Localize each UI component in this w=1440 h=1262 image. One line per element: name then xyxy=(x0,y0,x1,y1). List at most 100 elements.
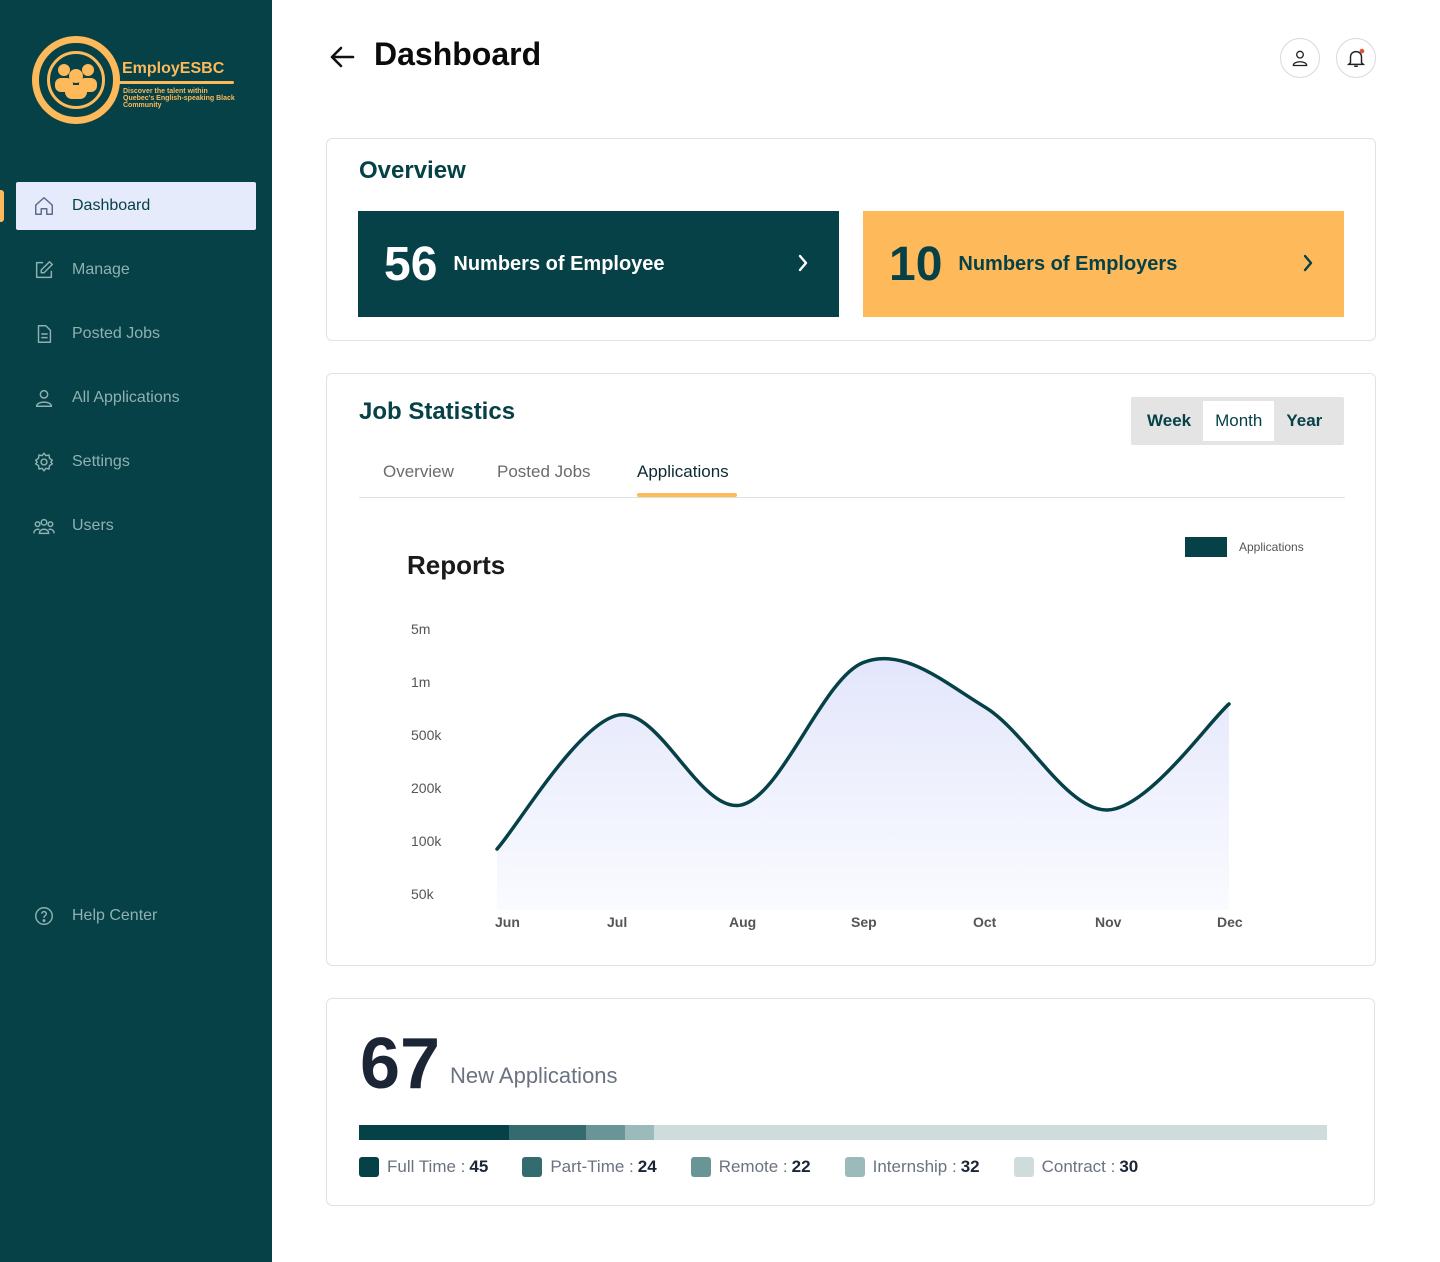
notifications-button[interactable] xyxy=(1336,38,1376,78)
sidebar-item-label: Dashboard xyxy=(72,197,151,214)
edit-icon xyxy=(32,258,56,282)
users-icon xyxy=(32,514,56,538)
brand-tagline: Discover the talent within Quebec's Engl… xyxy=(123,88,235,109)
arrow-left-icon xyxy=(330,46,355,68)
bell-icon xyxy=(1346,48,1366,67)
x-tick-label: Dec xyxy=(1217,914,1243,930)
breakdown-value: 22 xyxy=(791,1157,811,1176)
sidebar: EmployESBC Discover the talent within Qu… xyxy=(0,0,272,1262)
breakdown-label: Full Time : xyxy=(387,1157,466,1176)
period-year[interactable]: Year xyxy=(1286,411,1323,430)
employees-count: 56 xyxy=(384,237,438,291)
applications-area xyxy=(497,658,1229,910)
help-icon xyxy=(32,904,56,928)
sidebar-item-posted-jobs[interactable]: Posted Jobs xyxy=(16,310,256,358)
chevron-right-icon xyxy=(798,254,808,272)
breakdown-label: Remote : xyxy=(718,1157,788,1176)
x-tick-label: Oct xyxy=(973,914,997,930)
user-icon xyxy=(1292,50,1308,67)
home-icon xyxy=(32,194,56,218)
x-tick-label: Jul xyxy=(607,914,628,930)
period-selector: Week Month Year xyxy=(1131,397,1344,445)
overview-title: Overview xyxy=(359,157,466,184)
y-tick-label: 100k xyxy=(411,833,442,849)
x-tick-label: Nov xyxy=(1095,914,1122,930)
brand-name: EmployESBC xyxy=(122,60,225,77)
sidebar-item-label: All Applications xyxy=(72,389,180,406)
statistics-tabs: Overview Posted Jobs Applications xyxy=(359,446,1345,498)
bar-segment-part-time xyxy=(509,1125,587,1140)
document-icon xyxy=(32,322,56,346)
active-tab-underline xyxy=(637,493,737,497)
breakdown-item: Contract :30 xyxy=(1013,1157,1139,1177)
x-tick-label: Aug xyxy=(729,914,757,930)
breakdown-item: Full Time :45 xyxy=(359,1157,488,1177)
sidebar-item-users[interactable]: Users xyxy=(16,502,256,550)
period-week[interactable]: Week xyxy=(1147,411,1192,430)
reports-title: Reports xyxy=(407,550,506,580)
brand-logo[interactable]: EmployESBC Discover the talent within Qu… xyxy=(32,36,242,126)
bar-segment-contract xyxy=(654,1125,1327,1140)
breakdown-value: 30 xyxy=(1119,1157,1139,1176)
profile-button[interactable] xyxy=(1280,38,1320,78)
application-breakdown: Full Time :45 Part-Time :24 Remote :22 Inte… xyxy=(359,1157,1172,1177)
sidebar-item-dashboard[interactable]: Dashboard xyxy=(16,182,256,230)
new-applications-label: New Applications xyxy=(450,1063,618,1088)
breakdown-label: Contract : xyxy=(1041,1157,1116,1176)
user-icon xyxy=(32,386,56,410)
job-statistics-title: Job Statistics xyxy=(359,398,516,425)
sidebar-item-settings[interactable]: Settings xyxy=(16,438,256,486)
people-group-icon xyxy=(55,64,97,99)
breakdown-swatch xyxy=(1013,1157,1034,1177)
gear-icon xyxy=(32,450,56,474)
breakdown-label: Internship : xyxy=(872,1157,957,1176)
employees-tile[interactable]: 56 Numbers of Employee xyxy=(358,211,839,317)
bar-segment-full-time xyxy=(359,1125,510,1140)
x-tick-label: Jun xyxy=(495,914,520,930)
application-type-bar xyxy=(359,1125,1327,1140)
new-applications-count: 67 xyxy=(360,1024,441,1104)
breakdown-item: Part-Time :24 xyxy=(522,1157,657,1177)
back-button[interactable] xyxy=(326,40,358,74)
job-statistics-card: Job Statistics Week Month Year Overview … xyxy=(326,373,1376,966)
breakdown-swatch xyxy=(690,1157,711,1177)
tab-posted-jobs[interactable]: Posted Jobs xyxy=(497,462,591,481)
sidebar-item-label: Help Center xyxy=(72,907,158,924)
logo-emblem xyxy=(32,36,120,124)
bar-segment-internship xyxy=(625,1125,655,1140)
sidebar-item-label: Manage xyxy=(72,261,130,278)
sidebar-item-help-center[interactable]: Help Center xyxy=(16,892,256,940)
breakdown-item: Remote :22 xyxy=(690,1157,811,1177)
sidebar-item-label: Settings xyxy=(72,453,130,470)
breakdown-swatch xyxy=(522,1157,543,1177)
breakdown-swatch xyxy=(359,1157,379,1177)
reports-chart xyxy=(495,656,1231,910)
legend-label: Applications xyxy=(1239,540,1304,554)
employers-count: 10 xyxy=(889,237,943,291)
y-tick-label: 200k xyxy=(411,780,442,796)
x-tick-label: Sep xyxy=(851,914,877,930)
sidebar-item-label: Posted Jobs xyxy=(72,325,161,342)
y-tick-label: 50k xyxy=(411,886,434,902)
overview-card: Overview 56 Numbers of Employee 10 Numbe… xyxy=(326,138,1376,341)
sidebar-item-all-applications[interactable]: All Applications xyxy=(16,374,256,422)
breakdown-value: 24 xyxy=(637,1157,657,1176)
breakdown-label: Part-Time : xyxy=(550,1157,634,1176)
breakdown-swatch xyxy=(844,1157,865,1177)
bar-segment-remote xyxy=(586,1125,626,1140)
active-nav-indicator xyxy=(0,190,4,222)
employers-label: Numbers of Employers xyxy=(958,252,1178,275)
page-title: Dashboard xyxy=(374,36,542,72)
sidebar-item-manage[interactable]: Manage xyxy=(16,246,256,294)
breakdown-item: Internship :32 xyxy=(844,1157,980,1177)
tab-overview[interactable]: Overview xyxy=(383,462,454,481)
employers-tile[interactable]: 10 Numbers of Employers xyxy=(863,211,1344,317)
tab-applications[interactable]: Applications xyxy=(637,462,729,481)
breakdown-value: 32 xyxy=(960,1157,980,1176)
chevron-right-icon xyxy=(1303,254,1313,272)
y-tick-label: 500k xyxy=(411,727,442,743)
employees-label: Numbers of Employee xyxy=(453,252,665,275)
y-tick-label: 5m xyxy=(411,621,431,637)
y-tick-label: 1m xyxy=(411,674,431,690)
period-month[interactable]: Month xyxy=(1203,401,1275,441)
